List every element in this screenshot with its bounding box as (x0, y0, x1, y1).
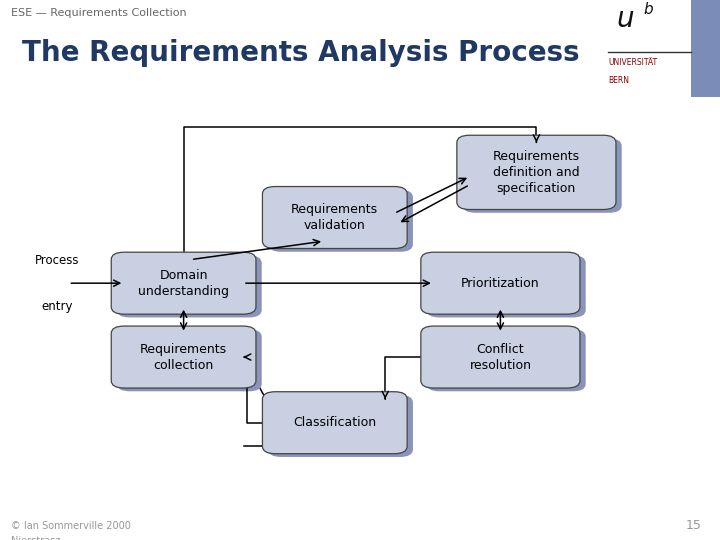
Text: Nierstrasz: Nierstrasz (11, 536, 60, 540)
Text: Domain
understanding: Domain understanding (138, 269, 229, 298)
Text: $\it{u}$: $\it{u}$ (616, 5, 634, 33)
FancyBboxPatch shape (420, 326, 580, 388)
FancyBboxPatch shape (462, 139, 621, 213)
FancyBboxPatch shape (117, 255, 262, 318)
FancyBboxPatch shape (456, 135, 616, 210)
FancyBboxPatch shape (420, 252, 580, 314)
Text: Requirements
validation: Requirements validation (291, 203, 379, 232)
FancyBboxPatch shape (262, 392, 408, 454)
Text: Prioritization: Prioritization (461, 276, 540, 289)
Text: © Ian Sommerville 2000: © Ian Sommerville 2000 (11, 521, 130, 531)
Text: Conflict
resolution: Conflict resolution (469, 342, 531, 372)
Text: Classification: Classification (293, 416, 377, 429)
Text: entry: entry (42, 300, 73, 313)
FancyBboxPatch shape (268, 395, 413, 457)
FancyBboxPatch shape (268, 190, 413, 252)
Text: The Requirements Analysis Process: The Requirements Analysis Process (22, 39, 579, 67)
Text: Requirements
collection: Requirements collection (140, 342, 228, 372)
Text: UNIVERSITÄT: UNIVERSITÄT (608, 58, 657, 68)
FancyBboxPatch shape (262, 186, 408, 248)
FancyBboxPatch shape (111, 252, 256, 314)
FancyBboxPatch shape (426, 255, 585, 318)
FancyBboxPatch shape (691, 0, 720, 97)
Text: Requirements
definition and
specification: Requirements definition and specificatio… (492, 150, 580, 195)
FancyBboxPatch shape (111, 326, 256, 388)
FancyBboxPatch shape (426, 329, 585, 392)
Text: $\it{b}$: $\it{b}$ (643, 1, 654, 17)
Text: 15: 15 (686, 518, 702, 532)
Text: BERN: BERN (608, 76, 629, 85)
Text: ESE — Requirements Collection: ESE — Requirements Collection (11, 8, 186, 18)
FancyBboxPatch shape (117, 329, 262, 392)
Text: Process: Process (35, 254, 80, 267)
